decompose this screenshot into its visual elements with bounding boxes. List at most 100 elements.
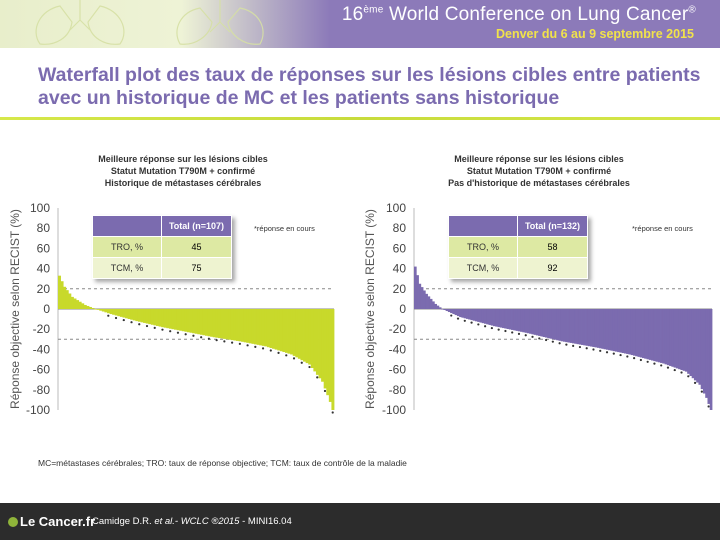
waterfall-bar [202,309,206,336]
ongoing-response-marker [254,345,257,348]
waterfall-bar [96,309,100,310]
waterfall-bar [660,309,663,363]
waterfall-bar [241,309,245,342]
ongoing-response-marker [497,328,500,331]
waterfall-bar [143,309,147,323]
waterfall-bar [648,309,652,360]
ongoing-response-marker [323,389,327,393]
ongoing-response-marker [484,325,487,328]
waterfall-bar [497,309,501,328]
y-tick-label: 0 [399,302,406,316]
waterfall-bar [323,309,327,389]
waterfall-bar [179,309,183,331]
waterfall-bar [156,309,159,326]
waterfall-bar [684,309,688,372]
waterfall-bar [109,309,113,315]
ongoing-response-marker [565,343,568,346]
waterfall-bar [176,309,180,331]
waterfall-bar [531,309,535,335]
stats-label: TCM, % [448,257,518,279]
waterfall-bar [181,309,185,332]
waterfall-bar [438,307,442,309]
stats-label: TRO, % [92,236,162,258]
waterfall-bar [511,309,514,330]
stats-value: 45 [161,236,232,258]
waterfall-bar [456,309,460,317]
ongoing-response-marker [639,358,642,362]
waterfall-bar [310,309,314,368]
waterfall-bar [547,309,550,339]
waterfall-bar [673,309,677,368]
ongoing-response-marker [261,347,265,350]
waterfall-bar [135,309,139,322]
stats-label: TCM, % [92,257,162,279]
waterfall-bar [646,309,650,360]
waterfall-bar [76,300,80,309]
ongoing-response-marker [524,334,527,337]
ongoing-response-marker [331,411,334,414]
waterfall-bar [284,309,288,353]
waterfall-bar [702,309,706,394]
waterfall-bar [472,309,476,321]
waterfall-bar [623,309,627,354]
waterfall-bar [125,309,129,319]
waterfall-bar [461,309,465,318]
waterfall-bar [508,309,512,330]
waterfall-bar [587,309,591,347]
ongoing-response-marker [673,368,676,372]
ongoing-response-marker [122,318,125,322]
waterfall-bar [68,293,72,309]
waterfall-bar [210,309,214,337]
ongoing-response-marker [138,323,141,326]
ongoing-response-marker [619,353,622,357]
title-divider [0,117,720,120]
y-tick-label: 20 [37,282,51,296]
waterfall-bar [544,309,548,338]
waterfall-bar [207,309,211,337]
stats-value: 75 [161,257,232,279]
waterfall-bar [619,309,623,353]
ongoing-response-marker [300,361,303,364]
stats-row-tro: TRO, % 58 [448,236,588,258]
ongoing-response-marker [316,376,319,379]
waterfall-bar [632,309,636,356]
waterfall-bar [233,309,237,341]
stats-value: 92 [517,257,588,279]
waterfall-bar [161,309,165,328]
waterfall-bar [590,309,593,347]
waterfall-bar [418,283,422,309]
ongoing-response-marker [693,381,697,384]
waterfall-bar [680,309,684,371]
waterfall-bar [238,309,242,342]
waterfall-bar [186,309,190,333]
waterfall-bar [122,309,126,318]
waterfall-bar [259,309,263,346]
y-tick-label: 80 [37,221,51,235]
waterfall-bar [264,309,268,347]
chart-title-line: Meilleure réponse sur les lésions cibles [98,154,268,164]
y-tick-label: -40 [33,342,51,356]
ongoing-response-marker [130,321,133,324]
waterfall-bar [459,309,462,318]
y-tick-label: -60 [389,363,407,377]
waterfall-bar [184,309,188,332]
waterfall-bar [166,309,170,329]
stats-header-blank [92,215,162,237]
waterfall-bar [60,281,64,309]
ongoing-response-marker [200,336,203,339]
waterfall-bar [303,309,307,362]
waterfall-bar [642,309,645,359]
waterfall-bar [517,309,521,332]
waterfall-bar [277,309,281,351]
waterfall-bar [653,309,656,362]
waterfall-bar [163,309,167,328]
ongoing-response-marker [231,341,234,344]
waterfall-bar [148,309,152,325]
stats-row-tro: TRO, % 45 [92,236,232,258]
y-tick-label: -80 [33,383,51,397]
waterfall-bar [529,309,532,334]
chart-title-right: Meilleure réponse sur les lésions cibles… [409,153,669,189]
waterfall-bar [495,309,498,327]
waterfall-bar [445,309,449,312]
waterfall-bar [130,309,134,320]
